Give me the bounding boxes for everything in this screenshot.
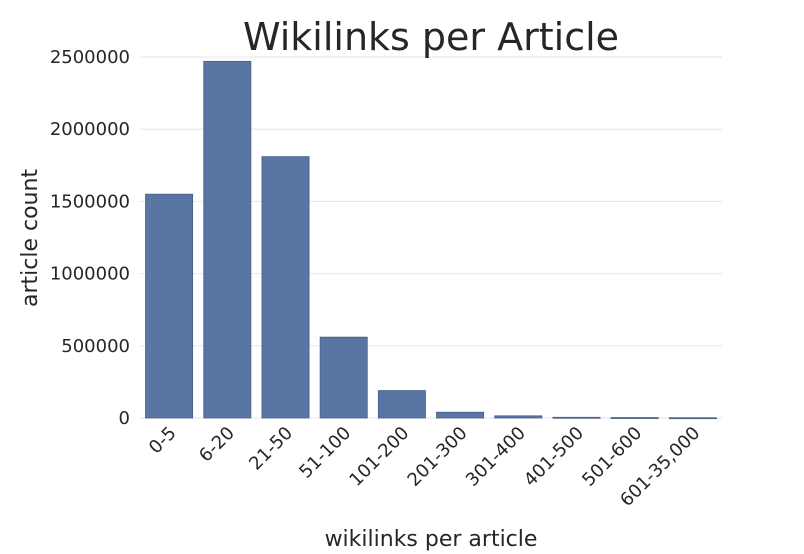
y-tick-label: 2500000 xyxy=(50,47,130,68)
y-tick-labels: 0 500000 1000000 1500000 2000000 2500000 xyxy=(50,47,130,429)
x-tick-labels: 0-5 6-20 21-5051-100101-200201-300301-4004… xyxy=(145,423,704,511)
bar-401-500 xyxy=(552,416,601,419)
bar-6-20 xyxy=(203,60,252,419)
chart-title: Wikilinks per Article xyxy=(243,15,619,59)
bar-0-5 xyxy=(145,193,194,419)
x-tick-label: 101-200 xyxy=(345,423,413,491)
bar-51-100 xyxy=(319,336,368,419)
y-tick-label: 2000000 xyxy=(50,119,130,140)
y-tick-label: 500000 xyxy=(61,336,130,357)
bar-501-600 xyxy=(610,417,659,419)
x-tick-label: 6-20 xyxy=(195,423,239,467)
bar-201-300 xyxy=(436,411,485,419)
x-tick-label: 0-5 xyxy=(145,423,181,459)
x-tick-label: 401-500 xyxy=(520,423,588,491)
y-tick-label: 0 xyxy=(119,408,130,429)
y-tick-label: 1000000 xyxy=(50,264,130,285)
bar-601-35,000 xyxy=(668,417,717,420)
y-tick-label: 1500000 xyxy=(50,191,130,212)
x-tick-label: 201-300 xyxy=(404,423,472,491)
x-tick-label: 51-100 xyxy=(295,423,355,483)
y-axis-label: article count xyxy=(18,169,43,307)
x-tick-label: 301-400 xyxy=(462,423,530,491)
bar-21-50 xyxy=(261,156,310,419)
x-tick-label: 21-50 xyxy=(245,423,297,475)
bar-301-400 xyxy=(494,415,543,419)
bar-101-200 xyxy=(377,390,426,419)
bars xyxy=(145,60,717,420)
x-axis-label: wikilinks per article xyxy=(325,527,538,552)
